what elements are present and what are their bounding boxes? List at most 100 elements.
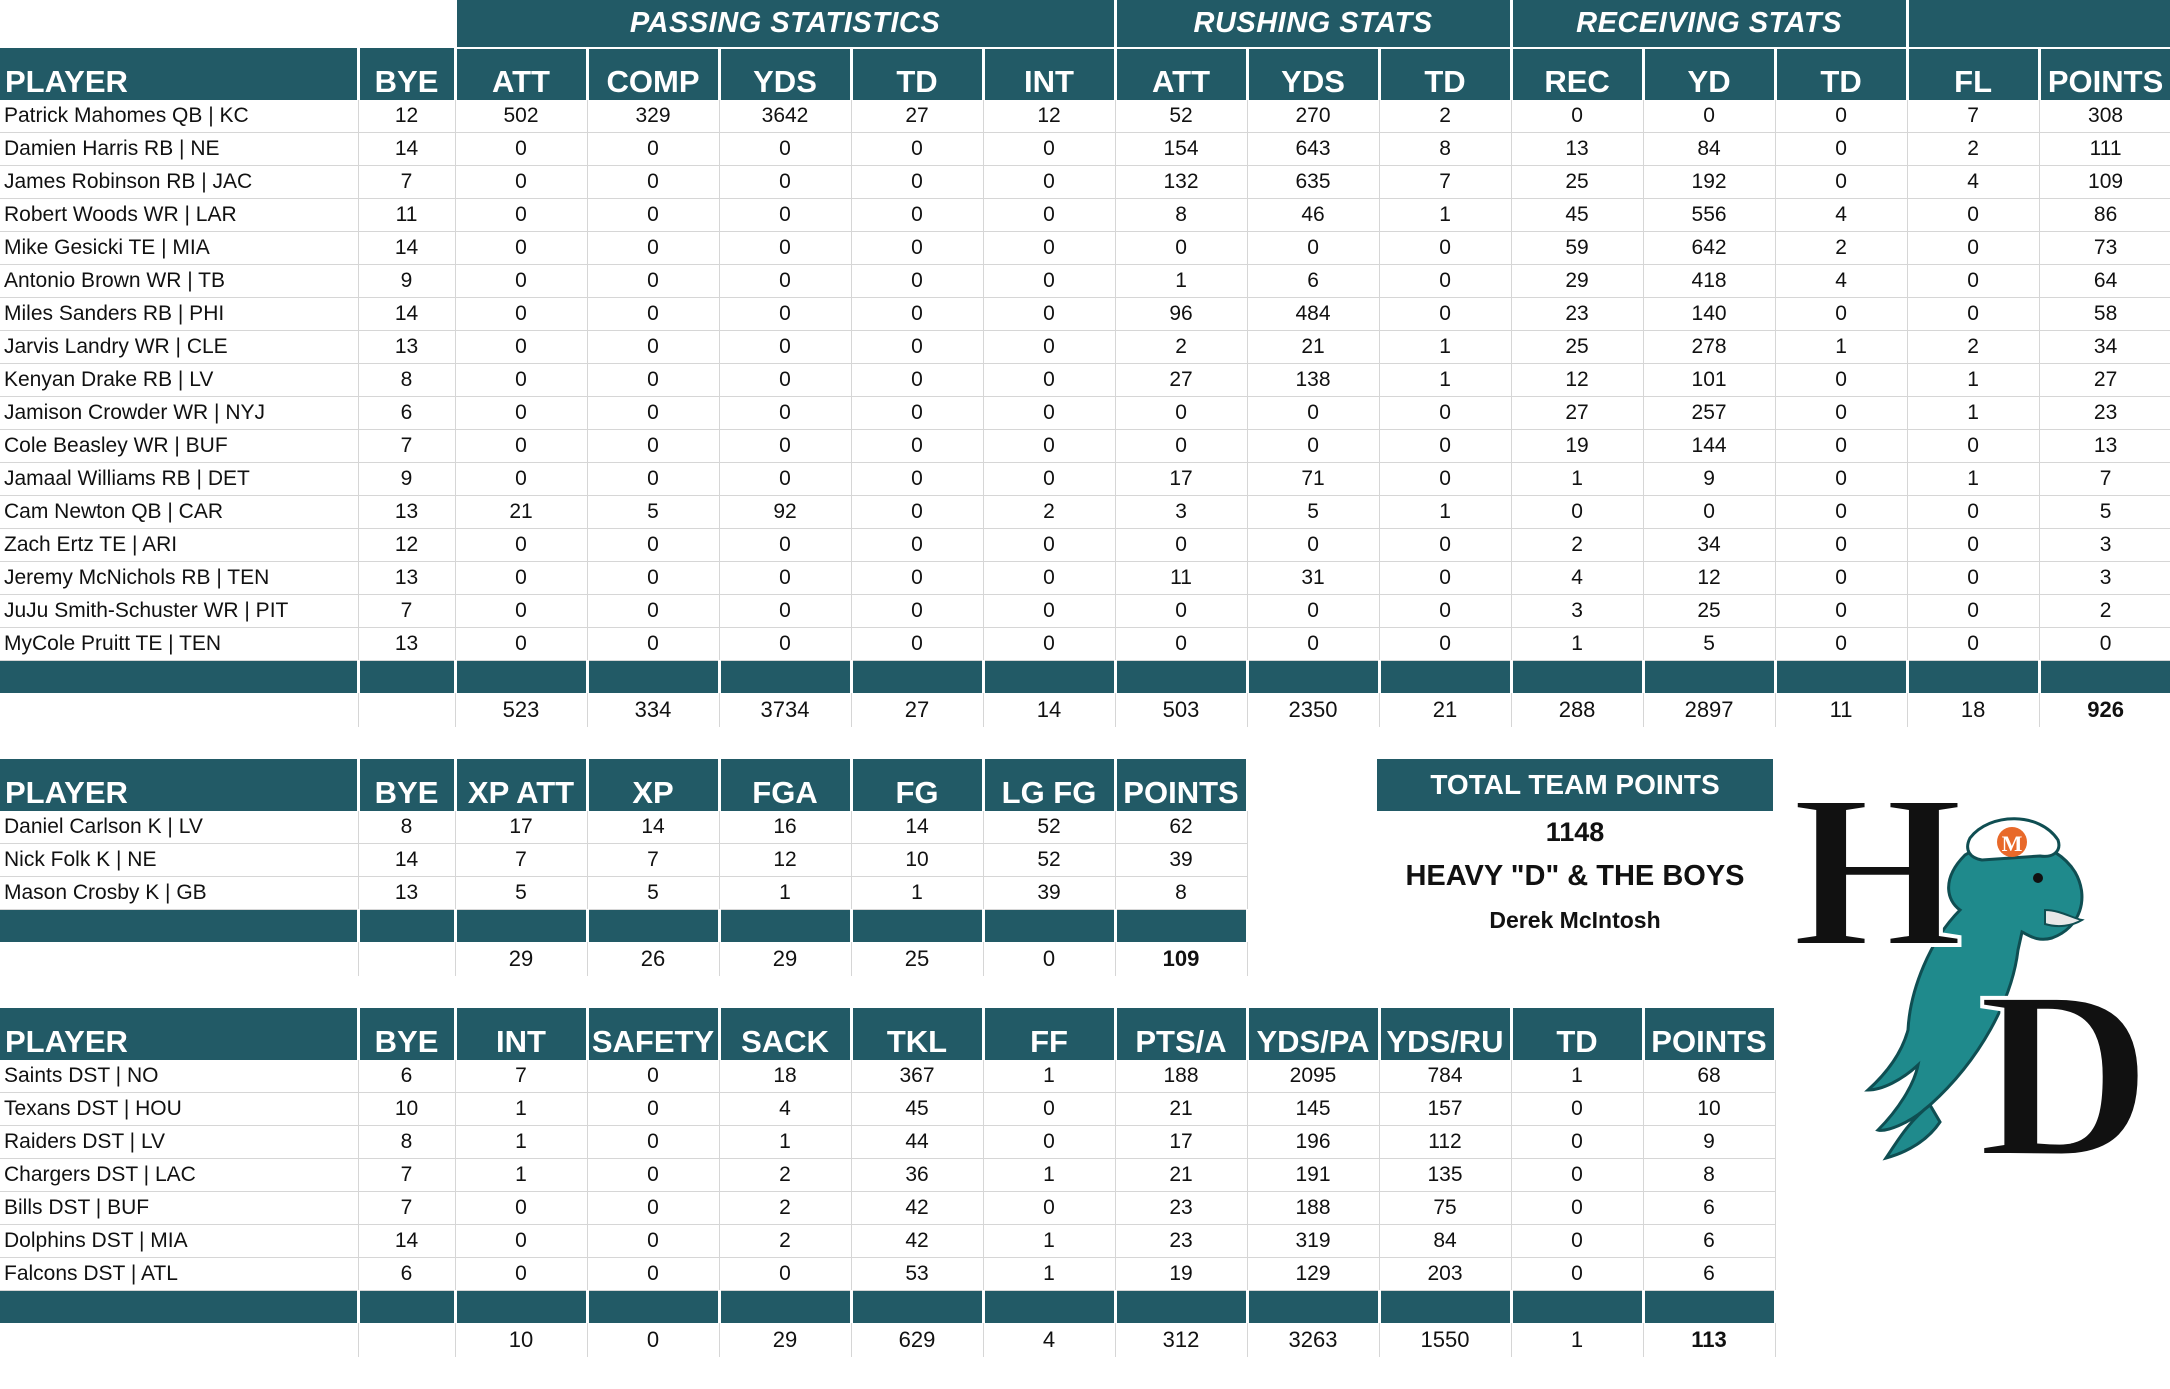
stat-cell: 0 bbox=[455, 1224, 588, 1258]
stat-cell: 7 bbox=[358, 1158, 456, 1192]
table-row: MyCole Pruitt TE | TEN 13 0 0 0 0 0 0 0 0 1 5 0 0 0 bbox=[0, 627, 2170, 661]
stat-cell: 4 bbox=[719, 1092, 852, 1126]
stat-cell: 9 bbox=[358, 462, 456, 496]
stat-cell: 13 bbox=[358, 561, 456, 595]
column-header: XP ATT bbox=[455, 759, 589, 811]
stat-cell: 14 bbox=[358, 132, 456, 166]
stat-cell: 484 bbox=[1247, 297, 1380, 331]
stat-cell: 44 bbox=[851, 1125, 984, 1159]
stat-cell: 14 bbox=[358, 231, 456, 265]
stat-cell: 7 bbox=[587, 843, 720, 877]
stat-cell: 0 bbox=[1907, 528, 2040, 562]
table-row: Damien Harris RB | NE 14 0 0 0 0 0 154 643 8 13 84 0… bbox=[0, 132, 2170, 166]
stat-cell: 6 bbox=[1643, 1224, 1776, 1258]
stat-cell: 0 bbox=[455, 462, 588, 496]
separator-cell bbox=[1115, 660, 1249, 693]
total-cell: 334 bbox=[587, 693, 720, 727]
total-cell: 3734 bbox=[719, 693, 852, 727]
stat-cell: 0 bbox=[983, 264, 1116, 298]
stat-cell: 154 bbox=[1115, 132, 1248, 166]
stat-cell: 196 bbox=[1247, 1125, 1380, 1159]
column-header: XP bbox=[587, 759, 721, 811]
stat-cell: 6 bbox=[1643, 1191, 1776, 1225]
stat-cell: 556 bbox=[1643, 198, 1776, 232]
stat-cell: 42 bbox=[851, 1191, 984, 1225]
separator-cell bbox=[1247, 1290, 1381, 1323]
stat-cell: 0 bbox=[983, 330, 1116, 364]
stat-cell: 188 bbox=[1115, 1060, 1248, 1093]
stat-cell: 0 bbox=[983, 132, 1116, 166]
stat-cell: 12 bbox=[983, 100, 1116, 133]
stat-cell: 642 bbox=[1643, 231, 1776, 265]
table-row: Bills DST | BUF 7 0 0 2 42 0 23 188 75 0 6 bbox=[0, 1191, 1776, 1225]
separator-cell bbox=[358, 909, 457, 942]
column-header: FGA bbox=[719, 759, 853, 811]
stat-cell: 0 bbox=[1775, 363, 1908, 397]
stat-cell: 0 bbox=[1907, 198, 2040, 232]
total-cell bbox=[0, 942, 359, 976]
stat-cell: 12 bbox=[358, 100, 456, 133]
stat-cell: 0 bbox=[1775, 495, 1908, 529]
stat-cell: 1 bbox=[1379, 198, 1512, 232]
stat-cell: 643 bbox=[1247, 132, 1380, 166]
stat-cell: 0 bbox=[587, 1060, 720, 1093]
separator-cell bbox=[1115, 909, 1249, 942]
team-owner: Derek McIntosh bbox=[1489, 907, 1661, 933]
stat-cell: 1 bbox=[1379, 330, 1512, 364]
stat-cell: 7 bbox=[358, 429, 456, 463]
stat-cell: 0 bbox=[455, 561, 588, 595]
team-logo: M H D bbox=[1790, 760, 2153, 1170]
stat-cell: 2 bbox=[1115, 330, 1248, 364]
stat-cell: 1 bbox=[719, 1125, 852, 1159]
stat-cell: 0 bbox=[587, 165, 720, 199]
table-row: Cole Beasley WR | BUF 7 0 0 0 0 0 0 0 0 19 144 0 0 13 bbox=[0, 429, 2170, 463]
stat-cell: 0 bbox=[1775, 100, 1908, 133]
total-cell: 926 bbox=[2039, 693, 2170, 727]
table-row: Nick Folk K | NE 14 7 7 12 10 52 39 bbox=[0, 843, 1248, 877]
stat-cell: 0 bbox=[587, 1158, 720, 1192]
stat-cell: 3 bbox=[1511, 594, 1644, 628]
stat-cell: 0 bbox=[719, 561, 852, 595]
stat-cell: 42 bbox=[851, 1224, 984, 1258]
stat-cell: 14 bbox=[587, 811, 720, 844]
stat-cell: 0 bbox=[851, 561, 984, 595]
stat-cell: 1 bbox=[1511, 1060, 1644, 1093]
stat-cell: 9 bbox=[1643, 1125, 1776, 1159]
stat-cell: 0 bbox=[1379, 231, 1512, 265]
stat-cell: 0 bbox=[719, 165, 852, 199]
logo-letter-d: D bbox=[1978, 941, 2151, 1170]
player-name-cell: Nick Folk K | NE bbox=[0, 843, 359, 877]
stat-cell: 0 bbox=[587, 627, 720, 661]
stat-cell: 0 bbox=[455, 594, 588, 628]
stat-cell: 11 bbox=[358, 198, 456, 232]
blank-corner bbox=[358, 0, 457, 48]
kicking-stats-table: PLAYER BYE XP ATT XP FGA FG LG FG POINTS Daniel… bbox=[0, 759, 1249, 976]
column-header: POINTS bbox=[2039, 48, 2170, 100]
column-header: PLAYER bbox=[0, 48, 360, 100]
column-header: TD bbox=[1379, 48, 1513, 100]
total-cell: 29 bbox=[719, 1323, 852, 1357]
totals-row: 523 334 3734 27 14 503 2350 21 288 2897 11 18 926 bbox=[0, 693, 2170, 727]
separator-cell bbox=[358, 1290, 457, 1323]
stat-cell: 62 bbox=[1115, 811, 1248, 844]
stat-cell: 5 bbox=[1643, 627, 1776, 661]
stat-cell: 0 bbox=[851, 297, 984, 331]
stat-cell: 45 bbox=[1511, 198, 1644, 232]
stat-cell: 0 bbox=[983, 1191, 1116, 1225]
stat-cell: 0 bbox=[719, 231, 852, 265]
stat-cell: 25 bbox=[1511, 165, 1644, 199]
stat-cell: 132 bbox=[1115, 165, 1248, 199]
stat-cell: 0 bbox=[719, 330, 852, 364]
svg-text:M: M bbox=[2002, 831, 2023, 856]
stat-cell: 19 bbox=[1511, 429, 1644, 463]
total-cell bbox=[0, 1323, 359, 1357]
stat-cell: 0 bbox=[983, 627, 1116, 661]
stat-cell: 135 bbox=[1379, 1158, 1512, 1192]
stat-cell: 23 bbox=[1115, 1224, 1248, 1258]
separator-cell bbox=[1379, 660, 1513, 693]
stat-cell: 21 bbox=[1115, 1158, 1248, 1192]
stat-cell: 0 bbox=[851, 429, 984, 463]
stat-cell: 192 bbox=[1643, 165, 1776, 199]
total-cell bbox=[358, 1323, 456, 1357]
stat-cell: 10 bbox=[851, 843, 984, 877]
